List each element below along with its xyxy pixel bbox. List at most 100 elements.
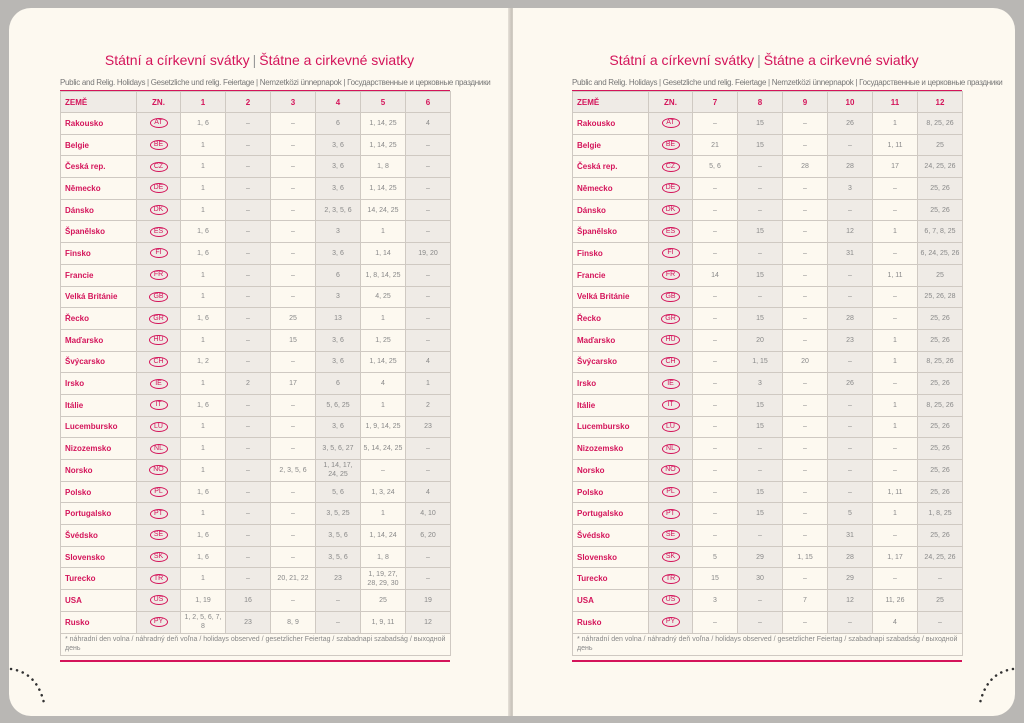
holiday-dates: 25, 26 <box>917 437 963 460</box>
holiday-dates: 2, 3, 5, 6 <box>270 459 316 482</box>
country-name: Itálie <box>60 393 137 417</box>
holiday-dates: 1 <box>180 263 226 287</box>
holiday-dates: 13 <box>315 307 361 330</box>
holiday-dates: – <box>827 393 873 417</box>
holiday-dates: – <box>872 242 918 265</box>
holiday-dates: – <box>225 177 271 200</box>
holiday-dates: – <box>225 480 271 504</box>
holiday-dates: 1 <box>872 328 918 352</box>
country-code-badge: SE <box>661 530 680 541</box>
country-code-cell: CH <box>136 350 181 374</box>
country-code-badge: HU <box>149 335 168 346</box>
holiday-dates: 7 <box>782 589 828 612</box>
holiday-dates: 1, 17 <box>872 545 918 569</box>
holiday-dates: 29 <box>827 567 873 591</box>
holiday-dates: 29 <box>737 545 783 569</box>
country-name: Dánsko <box>572 198 649 222</box>
holiday-dates: 28 <box>827 545 873 569</box>
holiday-dates: 25 <box>917 589 963 612</box>
table-row: Francie FR 1– –6 1, 8, 14, 25– <box>60 263 451 287</box>
country-name: Itálie <box>572 393 649 417</box>
table-row: Itálie IT 1, 6– –5, 6, 25 1 2 <box>60 393 451 417</box>
holiday-dates: 1, 19 <box>180 589 226 612</box>
country-code-cell: HU <box>136 328 181 352</box>
holiday-dates: – <box>782 415 828 439</box>
table-row: Řecko GR –15–28–25, 26 <box>572 307 963 330</box>
holiday-dates: – <box>692 220 738 244</box>
holiday-dates: 5, 6 <box>692 155 738 179</box>
country-code-badge: IE <box>661 378 680 389</box>
holiday-dates: – <box>225 155 271 179</box>
country-code-cell: SK <box>648 545 693 569</box>
holiday-dates: – <box>225 285 271 309</box>
holiday-dates: 1, 14, 17, 24, 25 <box>315 459 361 482</box>
holiday-dates: – <box>405 285 451 309</box>
holiday-dates: 3 <box>315 220 361 244</box>
holiday-dates: 14 <box>692 263 738 287</box>
holiday-dates: – <box>225 112 271 135</box>
holiday-dates: 1, 14, 25 <box>360 112 406 135</box>
country-name: Lucembursko <box>572 415 649 439</box>
holiday-dates: 3 <box>827 177 873 200</box>
country-code-badge: IE <box>149 378 168 389</box>
holiday-dates: 1, 8, 25 <box>917 502 963 526</box>
holiday-dates: – <box>270 524 316 547</box>
holiday-dates: – <box>872 372 918 395</box>
table-row: Rakousko AT –15–26 1 8, 25, 26 <box>572 112 963 135</box>
column-header-month: 7 <box>692 91 738 113</box>
holiday-dates: 1 <box>180 177 226 200</box>
holiday-dates: 1, 9, 14, 25 <box>360 415 406 439</box>
holiday-dates: 23 <box>827 328 873 352</box>
column-header-month: 8 <box>737 91 783 113</box>
footnote: * náhradní den volna / náhradný deň voľn… <box>572 632 963 656</box>
country-code-cell: PL <box>136 480 181 504</box>
country-code-cell: HU <box>648 328 693 352</box>
holiday-dates: 4 <box>872 610 918 634</box>
table-row: Švédsko SE 1, 6– –3, 5, 6 1, 14, 24 6, 20 <box>60 524 451 547</box>
holiday-dates: 6 <box>315 112 361 135</box>
holiday-dates: – <box>692 242 738 265</box>
country-name: Belgie <box>572 133 649 157</box>
holiday-dates: – <box>737 589 783 612</box>
holiday-dates: – <box>270 285 316 309</box>
country-code-badge: HU <box>661 335 680 346</box>
country-code-badge: GB <box>149 291 168 302</box>
country-code-badge: GB <box>661 291 680 302</box>
holiday-dates: – <box>692 524 738 547</box>
country-code-cell: NO <box>648 459 693 482</box>
table-row: Dánsko DK 1– –2, 3, 5, 6 14, 24, 25– <box>60 198 451 222</box>
country-code-badge: IT <box>661 400 680 411</box>
country-code-cell: SE <box>136 524 181 547</box>
country-code-cell: IE <box>136 372 181 395</box>
holiday-dates: 3, 5, 25 <box>315 502 361 526</box>
holiday-dates: 20 <box>737 328 783 352</box>
holiday-dates: 3 <box>737 372 783 395</box>
table-row: Polsko PL –15– –1, 11 25, 26 <box>572 480 963 504</box>
holiday-dates: – <box>782 459 828 482</box>
country-code-badge: AT <box>661 118 680 129</box>
holiday-dates: 6, 7, 8, 25 <box>917 220 963 244</box>
holiday-dates: 2, 3, 5, 6 <box>315 198 361 222</box>
holiday-dates: – <box>782 437 828 460</box>
country-code-badge: TR <box>661 573 680 584</box>
holiday-dates: 1, 19, 27, 28, 29, 30 <box>360 567 406 591</box>
holiday-dates: 17 <box>872 155 918 179</box>
holiday-dates: – <box>782 242 828 265</box>
holiday-dates: 14, 24, 25 <box>360 198 406 222</box>
country-name: Švýcarsko <box>572 350 649 374</box>
holiday-dates: – <box>737 459 783 482</box>
country-code-badge: SK <box>149 552 168 563</box>
holiday-dates: 6 <box>315 263 361 287</box>
holiday-dates: 1 <box>872 393 918 417</box>
country-code-cell: DK <box>136 198 181 222</box>
country-code-badge: CH <box>149 356 168 367</box>
country-code-cell: GR <box>648 307 693 330</box>
holiday-dates: 25, 26 <box>917 328 963 352</box>
holiday-dates: – <box>827 459 873 482</box>
dotted-corner-decoration <box>9 667 46 703</box>
holiday-dates: 8, 25, 26 <box>917 112 963 135</box>
country-code-cell: FI <box>136 242 181 265</box>
table-row: USA US 1, 19 16– –25 19 <box>60 589 451 612</box>
country-code-badge: ES <box>149 226 168 237</box>
country-name: Portugalsko <box>572 502 649 526</box>
